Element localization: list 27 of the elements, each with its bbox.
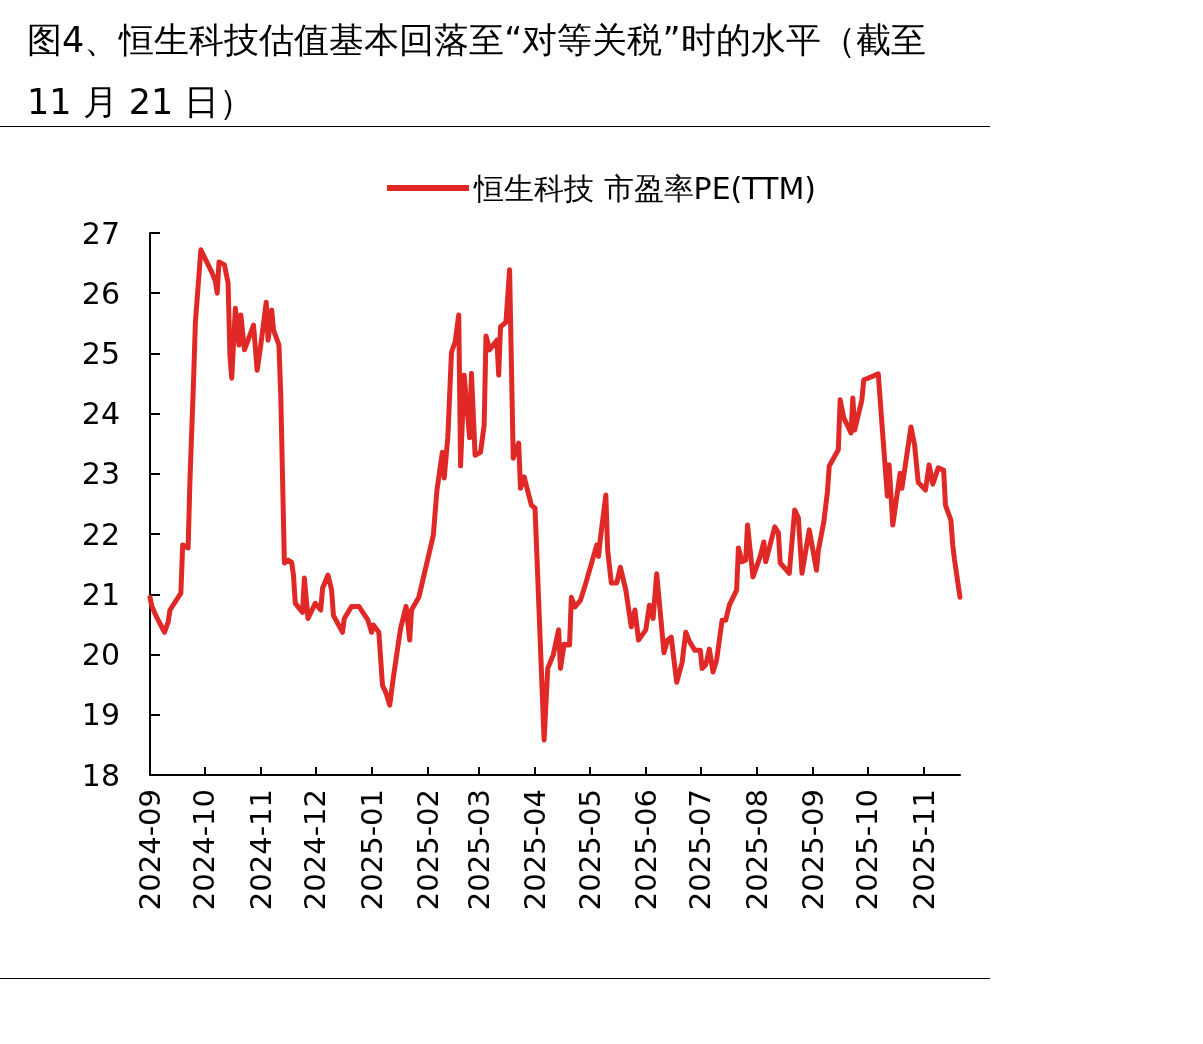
- y-tick-label: 18: [81, 757, 120, 793]
- y-tick-label: 24: [81, 396, 120, 432]
- x-tick-label: 2024-12: [298, 789, 333, 911]
- x-tick-label: 2025-08: [739, 789, 774, 911]
- y-tick-label: 25: [81, 335, 120, 371]
- y-tick-label: 27: [81, 215, 120, 251]
- y-tick-label: 21: [81, 576, 120, 612]
- x-tick-label: 2025-05: [572, 789, 607, 911]
- x-tick-label: 2025-07: [683, 789, 718, 911]
- x-tick-label: 2025-03: [461, 789, 496, 911]
- x-tick-label: 2024-09: [133, 789, 167, 911]
- y-tick-label: 19: [81, 697, 120, 733]
- x-tick-label: 2025-02: [410, 789, 445, 911]
- x-tick-label: 2025-06: [628, 789, 663, 911]
- legend-label: 恒生科技 市盈率PE(TTM): [473, 170, 816, 206]
- x-tick-label: 2025-10: [850, 789, 885, 911]
- y-tick-label: 22: [81, 516, 120, 552]
- chart-title: 图4、恒生科技估值基本回落至“对等关税”时的水平（截至 11 月 21 日）: [27, 20, 937, 122]
- y-tick-label: 23: [81, 456, 120, 492]
- y-tick-label: 26: [81, 275, 120, 311]
- x-tick-label: 2025-09: [795, 789, 830, 911]
- x-tick-label: 2024-10: [187, 789, 222, 911]
- x-tick-label: 2025-04: [518, 789, 553, 911]
- x-tick-label: 2025-01: [354, 789, 389, 911]
- x-tick-label: 2024-11: [243, 789, 278, 911]
- y-tick-label: 20: [81, 637, 120, 673]
- x-tick-label: 2025-11: [906, 789, 941, 911]
